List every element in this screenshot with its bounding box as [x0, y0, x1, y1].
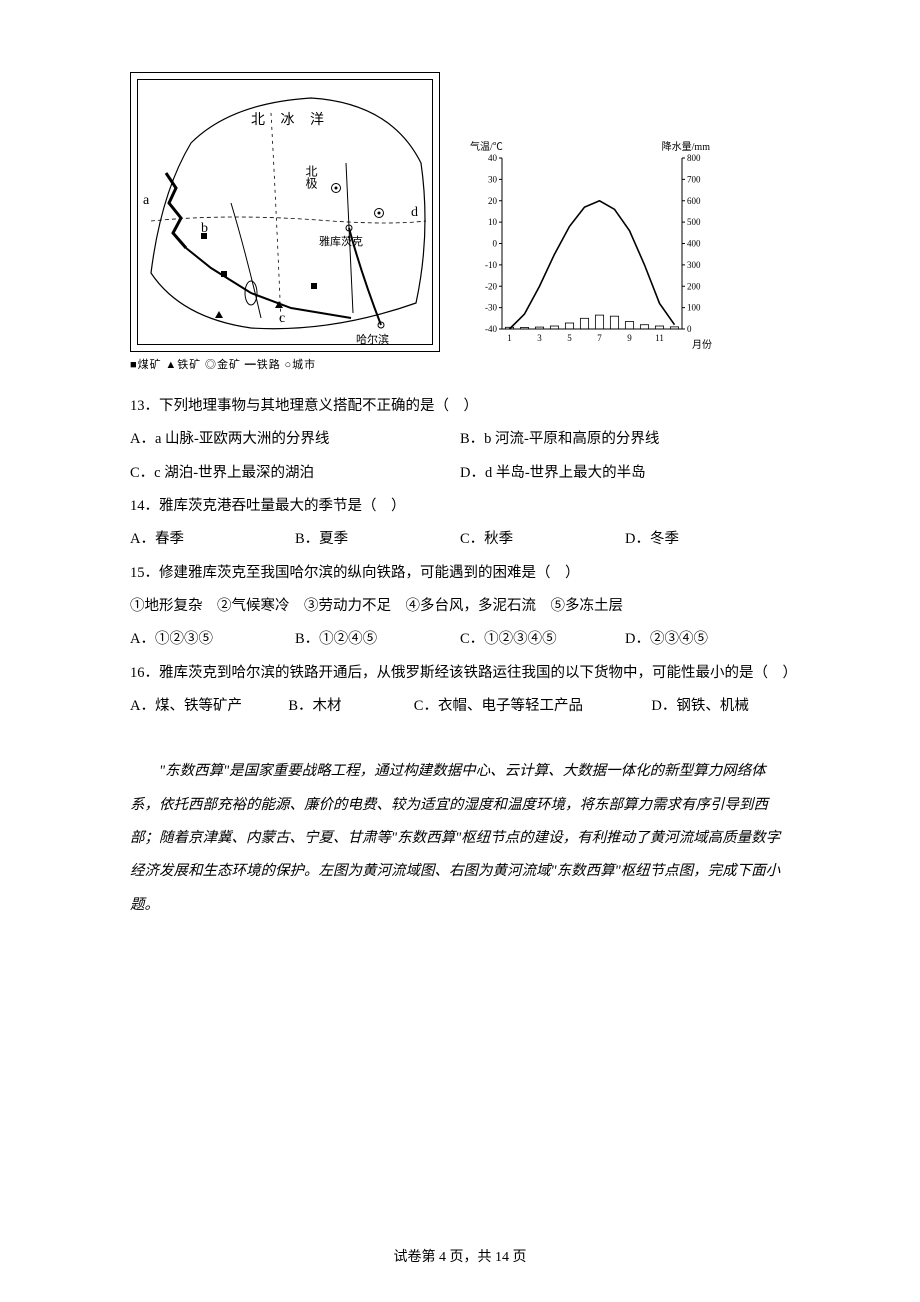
map-label-b: b — [201, 221, 208, 237]
q14-stem: 14．雅库茨克港吞吐量最大的季节是（ ） — [130, 490, 790, 523]
q16-opt-a: A．煤、铁等矿产 — [130, 690, 288, 723]
page-footer: 试卷第 4 页，共 14 页 — [0, 1246, 920, 1266]
svg-text:20: 20 — [488, 196, 498, 206]
map-label-c: c — [279, 311, 285, 327]
russia-map: 北 冰 洋 a b c d 北极 雅库茨克 哈尔滨 — [130, 72, 440, 352]
q15-opts: A．①②③⑤ B．①②④⑤ C．①②③④⑤ D．②③④⑤ — [130, 623, 790, 656]
map-label-a: a — [143, 193, 149, 209]
q16-opt-d: D．钢铁、机械 — [651, 690, 790, 723]
q13-opt-c: C．c 湖泊-世界上最深的湖泊 — [130, 457, 460, 490]
figure-row: 北 冰 洋 a b c d 北极 雅库茨克 哈尔滨 ■煤矿 ▲铁矿 ◎金矿 ━铁… — [130, 72, 790, 372]
q16-opt-b: B．木材 — [288, 690, 413, 723]
svg-text:600: 600 — [687, 196, 701, 206]
svg-text:3: 3 — [537, 333, 542, 343]
q14-opt-b: B．夏季 — [295, 523, 460, 556]
map-label-pole: 北极 — [303, 165, 320, 189]
svg-text:700: 700 — [687, 174, 701, 184]
q16-opt-c: C．衣帽、电子等轻工产品 — [414, 690, 652, 723]
svg-text:200: 200 — [687, 281, 701, 291]
q13-stem: 13．下列地理事物与其地理意义搭配不正确的是（ ） — [130, 390, 790, 423]
svg-text:9: 9 — [627, 333, 632, 343]
climate-chart: 气温/℃ 降水量/mm 月份 403020100-10-20-30-408007… — [470, 152, 710, 347]
svg-text:40: 40 — [488, 153, 498, 163]
chart-x-label: 月份 — [692, 336, 712, 351]
q13-opt-a: A．a 山脉-亚欧两大洲的分界线 — [130, 423, 460, 456]
q13-opts-row2: C．c 湖泊-世界上最深的湖泊 D．d 半岛-世界上最大的半岛 — [130, 457, 790, 490]
climate-chart-area: 气温/℃ 降水量/mm 月份 403020100-10-20-30-408007… — [470, 152, 710, 347]
map-wrapper: 北 冰 洋 a b c d 北极 雅库茨克 哈尔滨 ■煤矿 ▲铁矿 ◎金矿 ━铁… — [130, 72, 440, 372]
q13-opt-d: D．d 半岛-世界上最大的半岛 — [460, 457, 790, 490]
q13-opt-b: B．b 河流-平原和高原的分界线 — [460, 423, 790, 456]
q14-opt-c: C．秋季 — [460, 523, 625, 556]
exam-page: 北 冰 洋 a b c d 北极 雅库茨克 哈尔滨 ■煤矿 ▲铁矿 ◎金矿 ━铁… — [0, 0, 920, 1302]
svg-text:500: 500 — [687, 217, 701, 227]
q15-opt-a: A．①②③⑤ — [130, 623, 295, 656]
svg-text:10: 10 — [488, 217, 498, 227]
chart-yright-label: 降水量/mm — [662, 138, 710, 153]
q14-opt-d: D．冬季 — [625, 523, 790, 556]
svg-text:11: 11 — [655, 333, 664, 343]
svg-text:0: 0 — [493, 239, 498, 249]
svg-text:300: 300 — [687, 260, 701, 270]
map-label-d: d — [411, 205, 418, 221]
q15-opt-b: B．①②④⑤ — [295, 623, 460, 656]
svg-text:0: 0 — [687, 324, 692, 334]
q15-opt-c: C．①②③④⑤ — [460, 623, 625, 656]
q14-opt-a: A．春季 — [130, 523, 295, 556]
q16-stem: 16．雅库茨克到哈尔滨的铁路开通后，从俄罗斯经该铁路运往我国的以下货物中，可能性… — [130, 657, 790, 690]
passage-text: "东数西算"是国家重要战略工程，通过构建数据中心、云计算、大数据一体化的新型算力… — [130, 755, 790, 922]
svg-text:-40: -40 — [485, 324, 497, 334]
svg-text:800: 800 — [687, 153, 701, 163]
svg-text:30: 30 — [488, 174, 498, 184]
svg-text:-20: -20 — [485, 281, 497, 291]
svg-text:-10: -10 — [485, 260, 497, 270]
q13-opts-row1: A．a 山脉-亚欧两大洲的分界线 B．b 河流-平原和高原的分界线 — [130, 423, 790, 456]
map-legend: ■煤矿 ▲铁矿 ◎金矿 ━铁路 ○城市 — [130, 356, 440, 372]
q14-opts: A．春季 B．夏季 C．秋季 D．冬季 — [130, 523, 790, 556]
svg-text:400: 400 — [687, 239, 701, 249]
q15-items: ①地形复杂 ②气候寒冷 ③劳动力不足 ④多台风，多泥石流 ⑤多冻土层 — [130, 590, 790, 623]
map-ocean-label: 北 冰 洋 — [251, 109, 330, 129]
map-label-yakutsk: 雅库茨克 — [319, 233, 363, 249]
svg-text:-30: -30 — [485, 303, 497, 313]
svg-text:7: 7 — [597, 333, 602, 343]
chart-yleft-label: 气温/℃ — [470, 138, 503, 153]
q15-stem: 15．修建雅库茨克至我国哈尔滨的纵向铁路，可能遇到的困难是（ ） — [130, 557, 790, 590]
svg-text:100: 100 — [687, 303, 701, 313]
svg-text:1: 1 — [507, 333, 512, 343]
map-label-harbin: 哈尔滨 — [356, 331, 389, 347]
svg-text:5: 5 — [567, 333, 572, 343]
q16-opts: A．煤、铁等矿产 B．木材 C．衣帽、电子等轻工产品 D．钢铁、机械 — [130, 690, 790, 723]
q15-opt-d: D．②③④⑤ — [625, 623, 790, 656]
chart-svg: 403020100-10-20-30-408007006005004003002… — [470, 152, 710, 347]
